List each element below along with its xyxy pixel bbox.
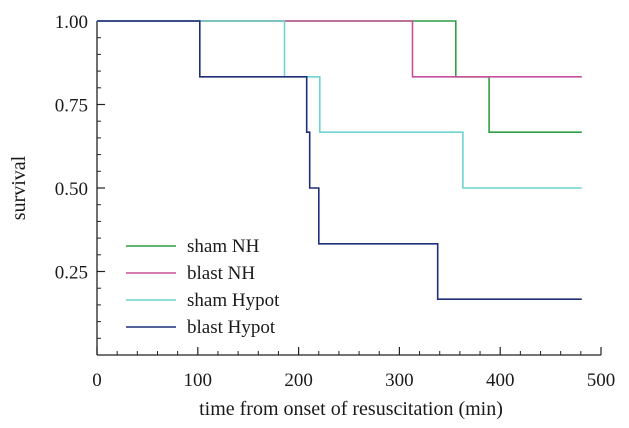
x-tick-label: 300 xyxy=(385,370,414,391)
series-line-blast-nh xyxy=(97,20,582,78)
x-tick-label: 500 xyxy=(587,370,616,391)
legend-item: blast Hypot xyxy=(126,317,276,338)
series-group xyxy=(97,20,582,300)
legend-item: sham NH xyxy=(126,236,260,257)
legend-label: sham Hypot xyxy=(187,290,280,311)
y-tick-label: 0.50 xyxy=(55,179,88,200)
legend-item: blast NH xyxy=(126,263,255,284)
legend-label: blast NH xyxy=(187,263,255,284)
y-tick-label: 0.25 xyxy=(55,263,88,284)
x-axis-title: time from onset of resuscitation (min) xyxy=(199,398,503,420)
series-line-blast-hypot xyxy=(97,20,582,300)
y-tick-label: 1.00 xyxy=(55,12,88,33)
series-line-sham-hypot xyxy=(97,20,582,189)
y-tick-label: 0.75 xyxy=(55,96,88,117)
x-tick-label: 200 xyxy=(284,370,313,391)
legend: sham NH blast NH sham Hypot blast Hypot xyxy=(126,236,280,338)
legend-label: blast Hypot xyxy=(187,317,276,338)
x-tick-label: 0 xyxy=(92,370,102,391)
y-axis-title: survival xyxy=(8,155,30,220)
x-tick-label: 400 xyxy=(486,370,515,391)
axes: 0 100 200 300 400 500 0.25 0.50 0.75 1.00 time fro… xyxy=(8,12,615,420)
legend-item: sham Hypot xyxy=(126,290,280,311)
x-tick-label: 100 xyxy=(184,370,213,391)
legend-label: sham NH xyxy=(187,236,260,257)
